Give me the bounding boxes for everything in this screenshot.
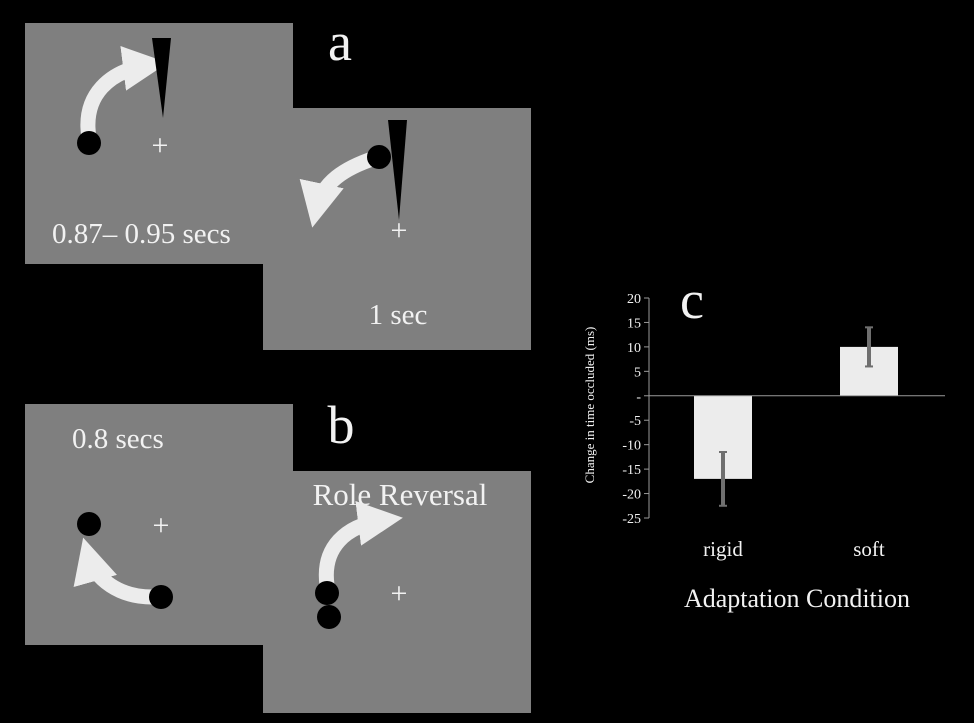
panel-a: a + 0.87– 0.95 secs + 1 sec bbox=[25, 12, 531, 350]
fixation-cross: + bbox=[153, 509, 170, 542]
panel-a-frame-1-caption: 0.87– 0.95 secs bbox=[52, 218, 231, 250]
panel-b: b 0.8 secs + Role Reversal + bbox=[25, 395, 531, 713]
panel-c-letter: c bbox=[680, 270, 704, 330]
y-tick-label: -5 bbox=[629, 414, 641, 429]
y-tick-label: 10 bbox=[627, 341, 641, 356]
occluder-wedge-icon bbox=[152, 38, 171, 118]
y-tick-label: - bbox=[636, 390, 641, 405]
panel-c: c Change in time occluded (ms) 20 15 10 5 - -… bbox=[582, 270, 945, 613]
panel-a-letter: a bbox=[328, 12, 352, 72]
panel-a-frame-2-caption: 1 sec bbox=[369, 299, 428, 331]
x-tick-label-soft: soft bbox=[853, 537, 885, 561]
y-tick-label: 15 bbox=[627, 316, 641, 331]
ball-icon bbox=[149, 585, 173, 609]
ball-icon bbox=[77, 512, 101, 536]
chart-plot-area: 20 15 10 5 - -5 -10 -15 -20 -25 rigid soft bbox=[622, 292, 945, 561]
y-axis-label: Change in time occluded (ms) bbox=[582, 327, 597, 484]
y-tick-label: -10 bbox=[622, 439, 641, 454]
y-tick-label: 5 bbox=[634, 365, 641, 380]
curved-arrow-icon bbox=[318, 501, 403, 593]
panel-b-letter: b bbox=[328, 395, 355, 455]
ball-icon bbox=[315, 581, 339, 605]
x-axis-label: Adaptation Condition bbox=[684, 584, 910, 613]
ball-icon bbox=[317, 605, 341, 629]
curved-arrow-icon bbox=[80, 46, 168, 146]
occluder-wedge-icon bbox=[388, 120, 407, 220]
panel-b-frame-2-title: Role Reversal bbox=[313, 477, 488, 512]
ball-icon bbox=[367, 145, 391, 169]
y-tick-label: -20 bbox=[622, 488, 641, 503]
fixation-cross: + bbox=[391, 214, 408, 247]
curved-arrow-icon bbox=[73, 537, 160, 605]
y-tick-label: -15 bbox=[622, 463, 641, 478]
fixation-cross: + bbox=[152, 129, 169, 162]
x-tick-label-rigid: rigid bbox=[703, 537, 743, 561]
y-tick-label: -25 bbox=[622, 512, 641, 527]
y-tick-label: 20 bbox=[627, 292, 641, 307]
curved-arrow-icon bbox=[299, 150, 383, 228]
fixation-cross: + bbox=[391, 577, 408, 610]
ball-icon bbox=[77, 131, 101, 155]
panel-b-frame-1-caption: 0.8 secs bbox=[72, 423, 164, 455]
